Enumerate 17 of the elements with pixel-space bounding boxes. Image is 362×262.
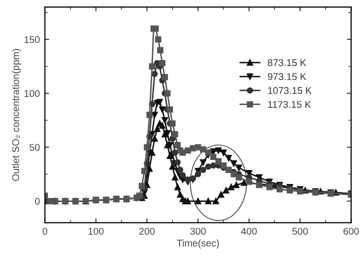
y-tick-label: 0 <box>35 198 40 205</box>
legend-label: 973.15 K <box>268 73 306 80</box>
y-tick-label: 100 <box>24 90 40 97</box>
legend-label: 1173.15 K <box>268 100 311 108</box>
x-tick-label: 600 <box>344 228 359 235</box>
x-tick-label: 0 <box>42 228 48 235</box>
x-tick-label: 200 <box>139 228 155 235</box>
x-tick-label: 500 <box>292 228 308 235</box>
x-axis-title: Time(sec) <box>176 239 219 248</box>
legend-label: 873.15 K <box>268 59 306 66</box>
x-tick-label: 100 <box>88 228 104 235</box>
y-tick-label: 150 <box>24 36 40 44</box>
x-tick-label: 400 <box>241 228 257 235</box>
y-tick-label: 50 <box>30 144 40 151</box>
y-axis-title: Outlet SO₂ concentration(ppm) <box>12 49 22 181</box>
legend-label: 1073.15 K <box>268 87 312 94</box>
x-tick-label: 300 <box>190 228 206 235</box>
